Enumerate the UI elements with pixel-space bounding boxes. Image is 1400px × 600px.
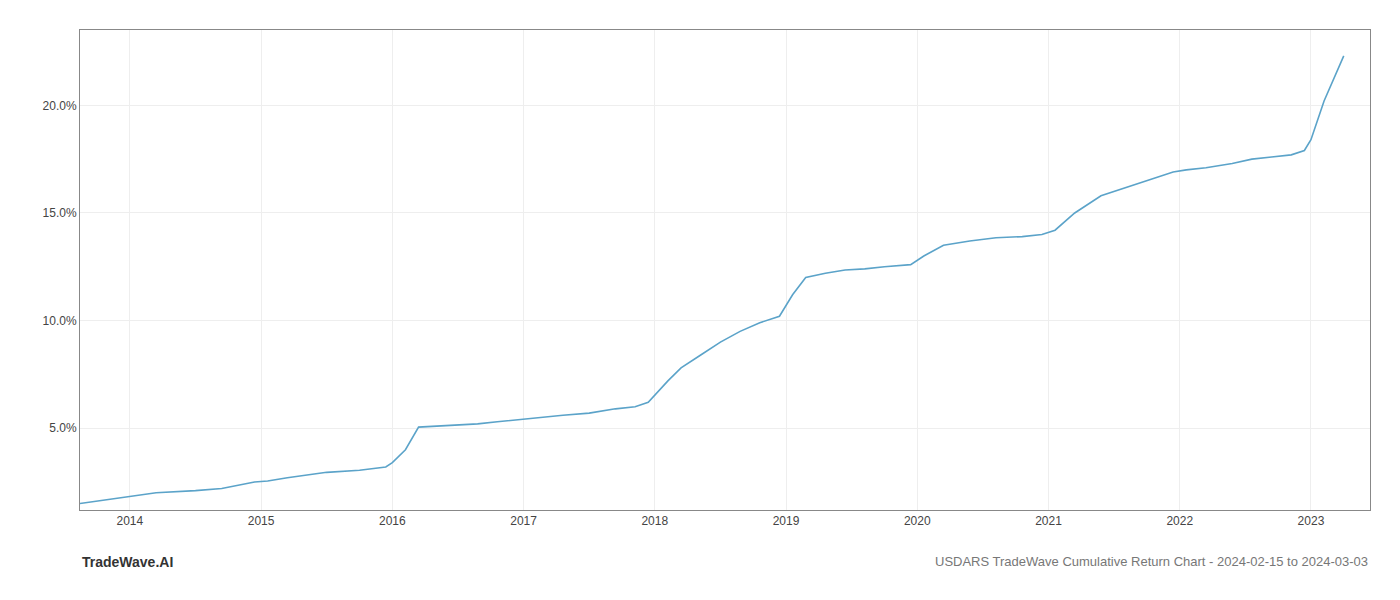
svg-text:2018: 2018 — [641, 514, 668, 528]
svg-text:2016: 2016 — [379, 514, 406, 528]
svg-text:2021: 2021 — [1035, 514, 1062, 528]
svg-text:USDARS TradeWave Cumulative Re: USDARS TradeWave Cumulative Return Chart… — [935, 554, 1368, 569]
svg-text:20.0%: 20.0% — [43, 99, 77, 113]
svg-text:TradeWave.AI: TradeWave.AI — [82, 554, 173, 570]
svg-text:2014: 2014 — [117, 514, 144, 528]
svg-text:10.0%: 10.0% — [43, 314, 77, 328]
svg-text:2023: 2023 — [1298, 514, 1325, 528]
svg-text:2015: 2015 — [248, 514, 275, 528]
svg-text:2020: 2020 — [904, 514, 931, 528]
svg-text:2017: 2017 — [510, 514, 537, 528]
svg-text:5.0%: 5.0% — [49, 421, 77, 435]
svg-text:2022: 2022 — [1166, 514, 1193, 528]
svg-text:2019: 2019 — [773, 514, 800, 528]
svg-text:15.0%: 15.0% — [43, 206, 77, 220]
